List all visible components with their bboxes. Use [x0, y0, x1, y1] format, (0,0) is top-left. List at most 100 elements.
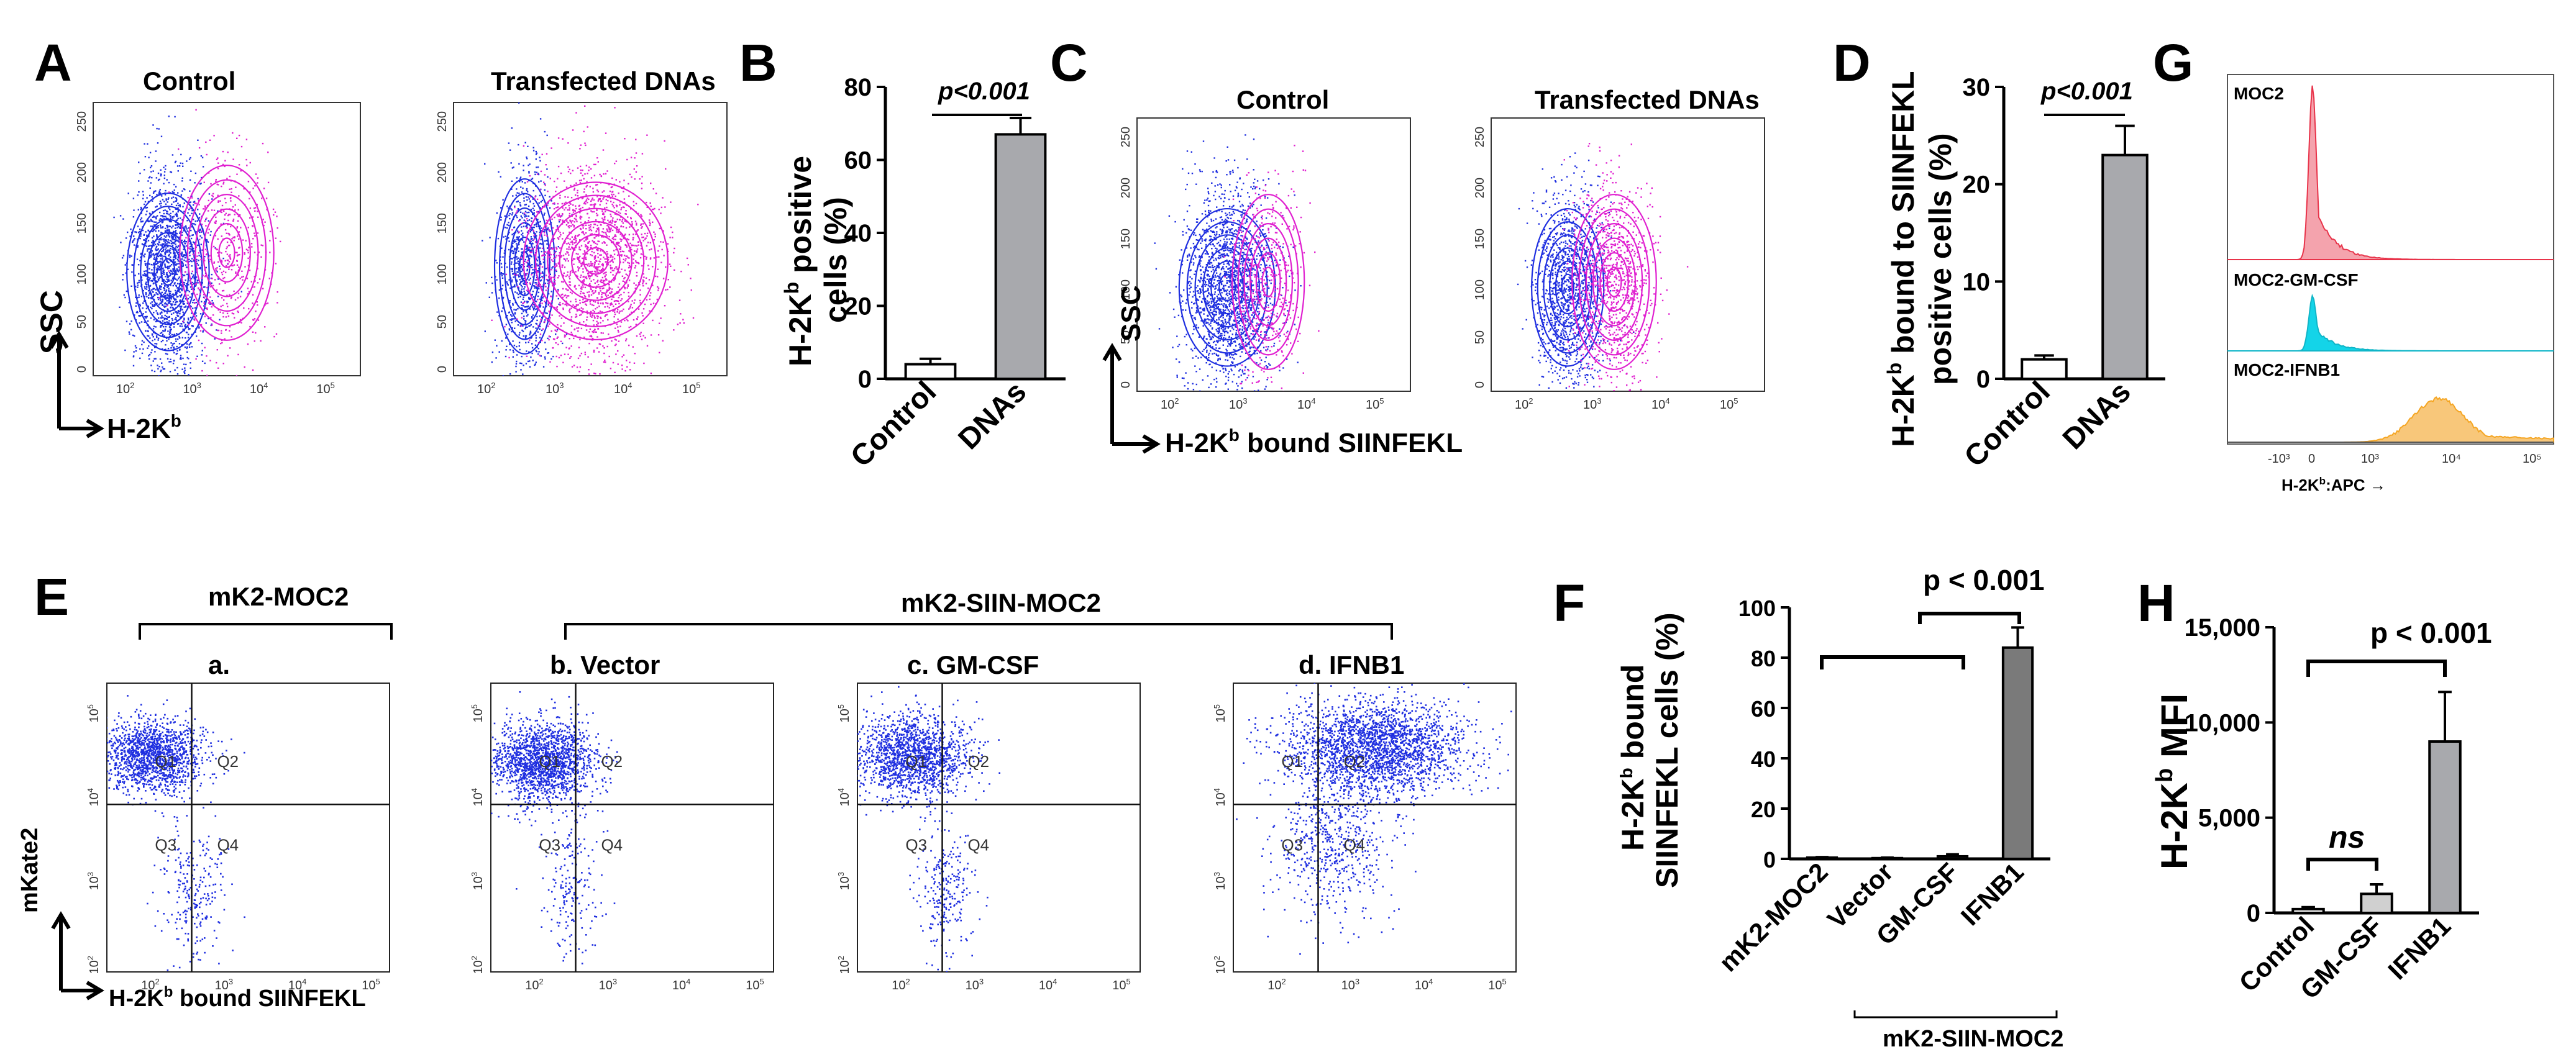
flow-xtick: 105: [1366, 396, 1384, 412]
chartF-ytick-label: 60: [1751, 696, 1776, 722]
quadrant-xtick: 103: [1341, 977, 1359, 992]
f-bracket-low: [1822, 657, 1963, 669]
quadrant-ytick: 102: [1212, 956, 1228, 974]
h-bracket-ns: [2308, 860, 2377, 871]
flow-ytick: 150: [436, 213, 449, 234]
quadrant-label: Q3: [1281, 836, 1303, 855]
g-tick-2: 10³: [2361, 452, 2379, 466]
panel-c-title-transfected: Transfected DNAs: [1535, 85, 1760, 114]
quadrant-label: Q4: [217, 836, 239, 855]
panel-a-title-control: Control: [143, 66, 235, 96]
chartD-ytick-label: 0: [1976, 366, 1990, 393]
quadrant-ytick: 104: [1212, 788, 1228, 806]
f-pvalue: p < 0.001: [1923, 564, 2045, 596]
chartB-bar-control: [906, 365, 956, 379]
chartD-category-label: Control: [1958, 375, 2057, 473]
flow-ytick: 50: [1473, 330, 1487, 344]
track-label-moc2-gm-csf: MOC2-GM-CSF: [2234, 270, 2359, 289]
quadrant-xtick: 105: [746, 977, 764, 992]
chartD-category-label: DNAs: [2057, 375, 2137, 456]
flow-ytick: 200: [1119, 178, 1133, 198]
quadrant-label: Q3: [155, 836, 176, 855]
quadrant-ytick: 104: [86, 788, 101, 806]
panel-f-ylabel-1: H-2Kb bound: [1615, 665, 1650, 851]
chartF-category-label: IFNB1: [1955, 857, 2029, 931]
quadrant-ytick: 103: [1212, 872, 1228, 890]
flow-ytick: 0: [1119, 381, 1133, 388]
quadrant-xtick: 103: [599, 977, 617, 992]
g-tick-1: 0: [2308, 452, 2315, 466]
quadrant-ytick: 105: [836, 704, 852, 722]
flow-xtick: 104: [1297, 396, 1315, 412]
chartH-bar-gm-csf: [2361, 894, 2392, 913]
quadrant-ytick: 103: [86, 872, 101, 890]
e-plot-title-b: b. Vector: [550, 650, 660, 679]
quadrant-label: Q1: [905, 752, 927, 771]
quadrant-ytick: 103: [470, 872, 485, 890]
quadrant-label: Q3: [905, 836, 927, 855]
g-tick-0: -10³: [2268, 452, 2290, 466]
quadrant-ytick: 103: [836, 872, 852, 890]
quadrant-label: Q1: [155, 752, 176, 771]
chartD-bar-control: [2022, 360, 2067, 379]
chartB-ytick-label: 20: [844, 293, 872, 320]
chartH-ytick-label: 15,000: [2185, 614, 2260, 642]
panel-e-ylabel: mKate2: [17, 828, 43, 913]
flow-ytick: 250: [1473, 127, 1487, 147]
panel-c-ssc-label: SSC: [1116, 286, 1146, 342]
chartH-ytick-label: 5,000: [2198, 805, 2260, 832]
flow-ytick: 150: [75, 213, 89, 234]
flow-ytick: 200: [75, 162, 89, 183]
panel-a-x-arrow: [59, 420, 101, 437]
f-bracket-high: [1920, 614, 2019, 624]
d-pvalue: p<0.001: [2040, 78, 2133, 105]
flow-ytick: 50: [75, 315, 89, 329]
flow-xtick: 105: [316, 381, 334, 396]
quadrant-label: Q1: [1281, 752, 1303, 771]
panel-letter-e: E: [34, 568, 69, 626]
panel-d-ylabel-1: H-2Kb bound to SIINFEKL: [1883, 71, 1921, 447]
g-tick-3: 10⁴: [2442, 452, 2461, 466]
flow-ytick: 100: [75, 264, 89, 284]
panel-f-group-label: mK2-SIIN-MOC2: [1883, 1026, 2063, 1052]
chartD-bar-dnas: [2103, 155, 2147, 379]
quadrant-label: Q4: [601, 836, 623, 855]
flow-ytick: 250: [436, 111, 449, 132]
chartD-ytick-label: 20: [1963, 171, 1991, 199]
chartD-ytick-label: 30: [1963, 74, 1991, 101]
chartF-ytick-label: 20: [1751, 797, 1776, 822]
flow-xtick: 102: [1515, 396, 1533, 412]
quadrant-xtick: 105: [1488, 977, 1506, 992]
panel-letter-h: H: [2137, 574, 2175, 632]
chartH-ytick-label: 0: [2247, 900, 2260, 927]
chartB-ytick-label: 80: [844, 74, 872, 101]
group-label-mk2-siin-moc2: mK2-SIIN-MOC2: [901, 588, 1101, 617]
flow-xtick: 103: [546, 381, 564, 396]
group-bracket-mk2-moc2: [140, 624, 391, 640]
quadrant-ytick: 102: [836, 956, 852, 974]
quadrant-ytick: 102: [470, 956, 485, 974]
chartH-category-label: IFNB1: [2382, 911, 2456, 985]
flow-xtick: 104: [250, 381, 268, 396]
quadrant-label: Q4: [1343, 836, 1365, 855]
quadrant-ytick: 105: [470, 704, 485, 722]
chartB-category-label: DNAs: [952, 375, 1033, 456]
flow-ytick: 0: [1473, 381, 1487, 388]
e-plot-title-a: a.: [208, 650, 230, 679]
chartF-bar-ifnb1: [2003, 648, 2032, 859]
panel-c-y-arrow: [1104, 347, 1120, 444]
flow-ytick: 100: [1473, 279, 1487, 300]
quadrant-dots-d: [1219, 673, 1538, 955]
